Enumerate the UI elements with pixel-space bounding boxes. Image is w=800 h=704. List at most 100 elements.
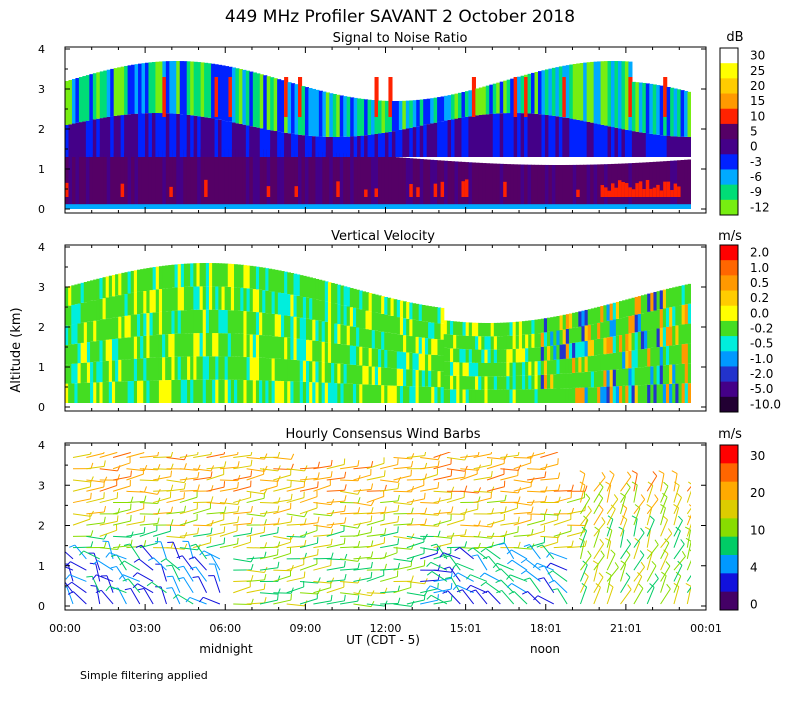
wind-barb — [484, 573, 500, 581]
wind-barb-flag — [678, 516, 682, 520]
wind-barb-flag — [106, 553, 110, 558]
wind-barb-flag — [659, 471, 664, 474]
wind-barb-flag — [291, 516, 292, 522]
y-axis-label: Altitude (km) — [9, 307, 24, 392]
wind-barb-flag — [358, 507, 360, 513]
wind-barb-flag — [171, 507, 172, 513]
wind-barb — [580, 541, 584, 559]
wind-barb-flag — [586, 494, 590, 499]
wind-barb — [313, 525, 331, 528]
velocity-unit-label: m/s — [718, 229, 742, 244]
wind-barb-flag — [655, 540, 658, 545]
colorbar-label: 0.5 — [750, 276, 769, 290]
wind-barb-flag — [238, 516, 239, 522]
wind-barb-flag — [602, 472, 605, 477]
wind-barb-flag — [455, 547, 460, 550]
wind-barb-flag — [547, 553, 551, 558]
wind-barb-flag — [412, 576, 414, 582]
wind-barb-flag — [331, 553, 333, 559]
wind-barb — [73, 519, 90, 525]
wind-barb-flag — [211, 471, 212, 477]
wind-barb-flag — [371, 601, 374, 606]
colorbar-swatch — [720, 482, 738, 501]
wind-barb-flag — [91, 448, 92, 454]
wind-barb-flag — [184, 506, 185, 512]
wind-barb-flag — [606, 572, 611, 575]
wind-barb — [634, 555, 644, 570]
wind-barb — [434, 570, 452, 572]
wind-barb — [687, 477, 698, 491]
wind-barb-flag — [358, 497, 360, 503]
x-tick-label: 00:00 — [49, 622, 81, 635]
colorbar-label: 10 — [750, 523, 765, 537]
wind-barb-flag — [111, 566, 117, 568]
colorbar-label: 20 — [750, 486, 765, 500]
wind-barb-flag — [161, 559, 166, 562]
wind-barb — [207, 520, 224, 525]
wind-barb — [514, 591, 527, 604]
wind-barb-flag — [54, 547, 59, 550]
wind-barb — [594, 477, 605, 491]
wind-barb — [300, 508, 317, 514]
y-tick-label: 3 — [38, 479, 45, 492]
wind-barb-flag — [478, 450, 479, 456]
wind-barb — [273, 475, 290, 480]
colorbar-label: 25 — [750, 64, 765, 78]
wind-barb-flag — [205, 555, 211, 556]
wind-barb-flag — [193, 577, 199, 578]
wind-barb — [273, 576, 290, 581]
wind-barb-flag — [190, 544, 196, 546]
wind-barb — [300, 555, 318, 559]
wind-barb — [701, 577, 710, 593]
wind-barb-flag — [398, 516, 399, 522]
wind-barb-flag — [610, 471, 615, 475]
colorbar-label: -0.2 — [750, 322, 773, 336]
wind-barb-flag — [427, 562, 431, 566]
wind-barb-flag — [641, 495, 644, 500]
wind-barb — [526, 559, 540, 570]
wind-barb-flag — [424, 493, 425, 499]
wind-barb-flag — [491, 448, 492, 454]
wind-barb-flag — [480, 573, 484, 577]
wind-barb — [448, 591, 460, 604]
wind-barb-flag — [427, 595, 431, 599]
wind-barb — [96, 564, 100, 582]
wind-barb-flag — [699, 482, 704, 485]
wind-barb — [661, 508, 666, 525]
wind-barb — [514, 457, 532, 458]
wind-barb-flag — [398, 538, 399, 544]
wind-barb-flag — [264, 583, 265, 589]
wind-barb — [487, 543, 504, 548]
wind-barb — [621, 589, 632, 604]
wind-barb — [86, 466, 104, 468]
wind-barb-flag — [251, 575, 253, 581]
wind-barb-flag — [167, 576, 173, 577]
x-tick-label: 18:01 — [530, 622, 562, 635]
wind-barb-flag — [117, 515, 118, 521]
y-tick-label: 3 — [38, 281, 45, 294]
wind-barb-flag — [398, 477, 401, 482]
wind-barb-flag — [158, 489, 161, 494]
wind-barb — [287, 514, 305, 517]
snr-data-field — [65, 61, 692, 209]
wind-barb-flag — [171, 542, 173, 548]
wind-barb-flag — [291, 454, 293, 459]
wind-barb-flag — [291, 494, 292, 500]
wind-barb-flag — [178, 566, 184, 567]
wind-barb-flag — [521, 559, 526, 562]
wind-barb — [594, 522, 605, 536]
wind-barb-flag — [166, 588, 172, 589]
wind-barb-flag — [278, 452, 280, 458]
wind-barb-flag — [345, 554, 347, 560]
wind-barb — [701, 530, 705, 548]
wind-barb — [113, 486, 130, 491]
wind-barb — [144, 588, 153, 604]
wind-barb — [580, 565, 587, 582]
wind-barbs-field — [52, 446, 711, 607]
colorbar-swatch — [720, 518, 738, 537]
wind-barb-flag — [707, 584, 711, 589]
wind-barb-flag — [706, 562, 710, 567]
wind-barb-flag — [198, 449, 199, 455]
wind-barb-flag — [104, 506, 105, 512]
wind-barb-flag — [599, 505, 603, 510]
